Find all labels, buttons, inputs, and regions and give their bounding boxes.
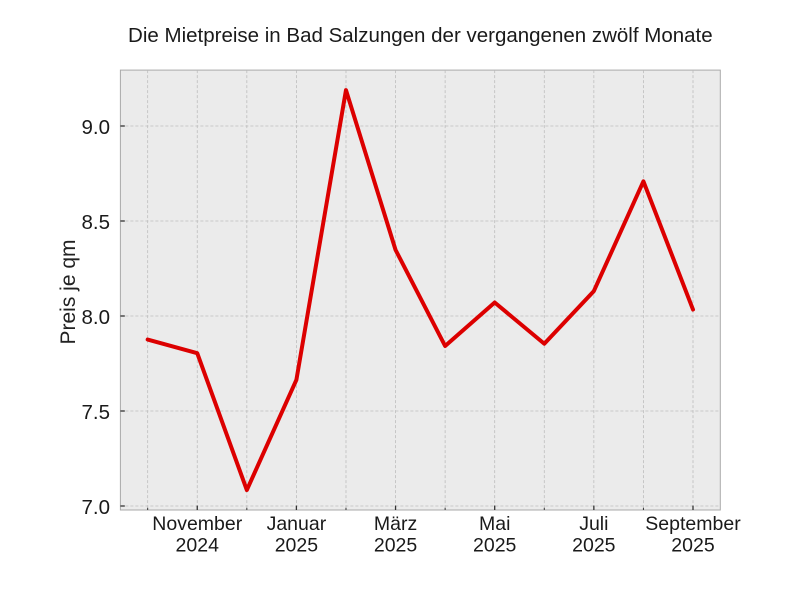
svg-text:2025: 2025 — [275, 535, 319, 557]
svg-text:2024: 2024 — [176, 535, 220, 557]
svg-text:2025: 2025 — [671, 535, 715, 557]
svg-text:Juli: Juli — [579, 513, 608, 535]
svg-text:7.5: 7.5 — [82, 401, 111, 424]
svg-text:2025: 2025 — [572, 535, 616, 557]
svg-text:Mai: Mai — [479, 513, 510, 535]
svg-text:März: März — [374, 513, 417, 535]
svg-text:November: November — [152, 513, 242, 535]
svg-text:Januar: Januar — [267, 513, 327, 535]
svg-text:2025: 2025 — [374, 535, 418, 557]
svg-text:2025: 2025 — [473, 535, 517, 557]
svg-text:8.0: 8.0 — [82, 306, 111, 329]
svg-text:September: September — [645, 513, 741, 535]
svg-text:7.0: 7.0 — [82, 496, 111, 519]
svg-text:8.5: 8.5 — [82, 211, 111, 234]
svg-text:9.0: 9.0 — [82, 116, 111, 139]
